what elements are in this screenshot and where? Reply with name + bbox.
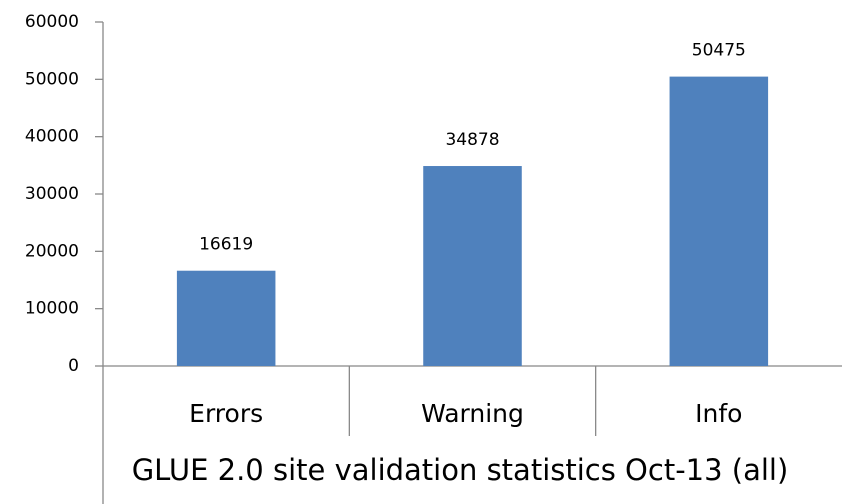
y-tick-label: 20000: [25, 241, 79, 261]
data-label: 16619: [199, 235, 253, 255]
y-tick-label: 10000: [25, 299, 79, 319]
bar: [176, 270, 276, 366]
x-tick-label: Warning: [421, 399, 524, 428]
x-tick-label: Info: [695, 399, 742, 428]
x-tick-label: Errors: [189, 399, 263, 428]
data-label: 50475: [692, 41, 746, 61]
y-tick-label: 0: [68, 356, 79, 376]
bar: [669, 76, 769, 367]
bar: [423, 166, 522, 366]
y-tick-label: 60000: [25, 12, 79, 32]
data-label: 34878: [445, 130, 499, 150]
x-axis-label: GLUE 2.0 site validation statistics Oct-…: [132, 453, 789, 487]
y-tick-label: 30000: [25, 184, 79, 204]
y-tick-label: 40000: [25, 127, 79, 147]
y-tick-label: 50000: [25, 69, 79, 89]
